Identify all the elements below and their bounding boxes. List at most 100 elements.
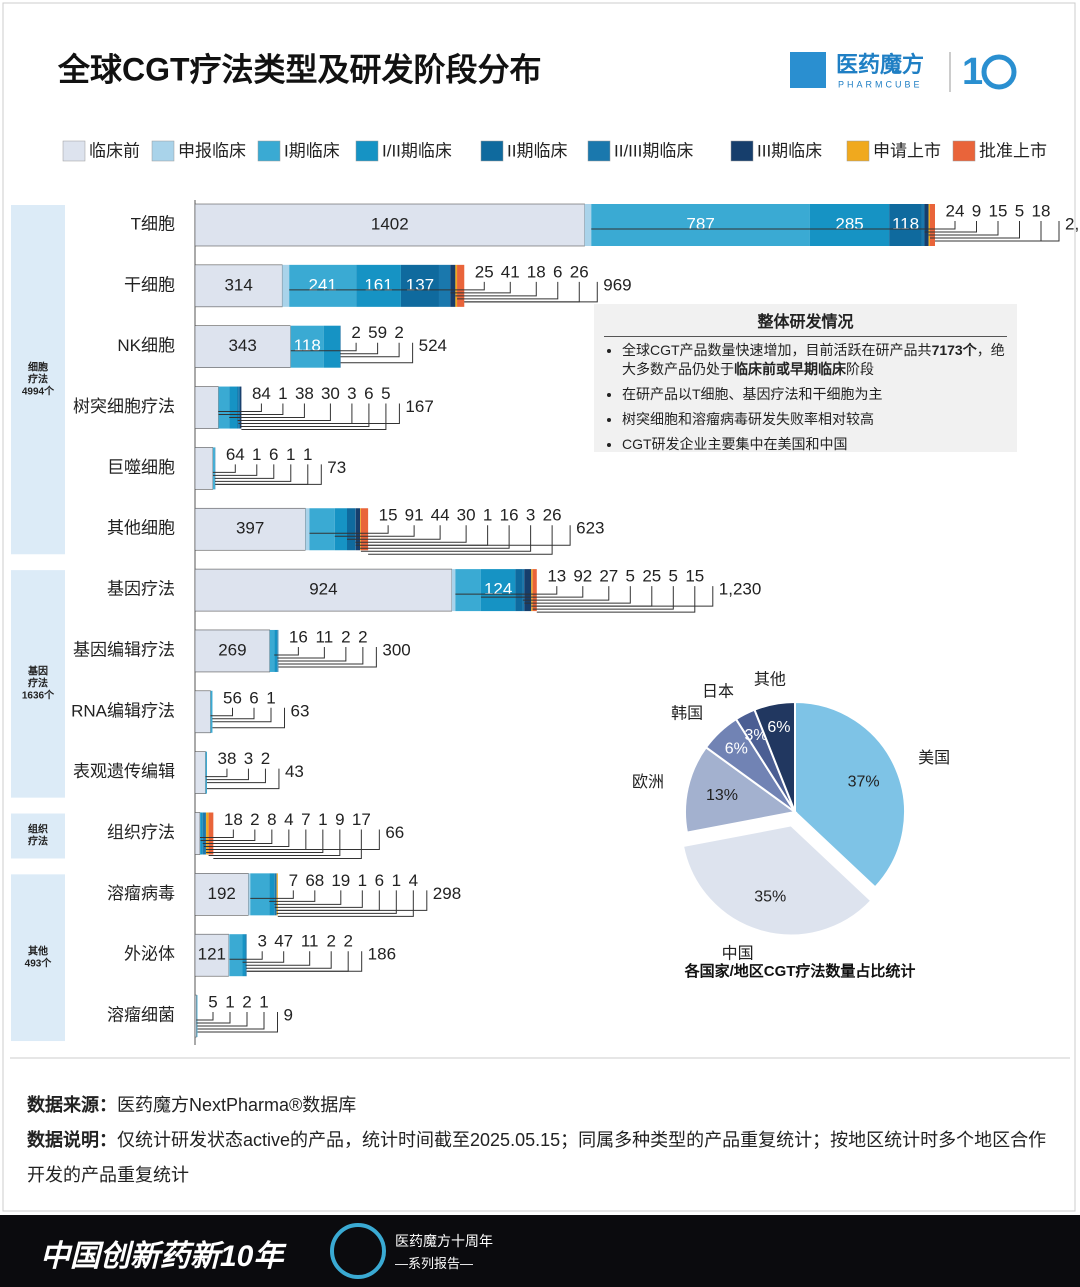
total-leader [277,890,428,911]
category-label: 溶瘤细菌 [107,1006,175,1025]
value-label: 92 [573,567,592,586]
value-label: 18 [224,810,243,829]
bullet-text: ，绝大多数产品仍处于 [622,342,1005,377]
value-label: 1 [358,871,367,890]
leader-line [340,342,379,355]
summary-box: 整体研发情况 全球CGT产品数量快速增加，目前活跃在研产品共7173个，绝大多数… [594,304,1017,452]
legend-label: I期临床 [284,141,340,160]
bar-segment [246,934,247,977]
value-label: 285 [835,214,863,233]
group-box [11,813,65,859]
group-label: 493个 [25,956,53,969]
pie-value-label: 13% [706,787,738,804]
bar-segment [360,508,361,551]
value-label: 124 [484,580,512,599]
leader-line [290,342,357,352]
category-label: 组织疗法 [107,823,175,842]
leader-line [457,281,559,300]
total-label: 969 [603,275,631,294]
category-label: 其他细胞 [107,519,175,538]
leader-line [200,829,256,841]
bar-segment [451,569,456,612]
value-label: 397 [236,519,264,538]
bullet-text: 临床前或早期临床 [734,361,846,377]
bar-segment [242,934,246,977]
value-label: 1 [252,445,261,464]
bar-segment [194,629,271,673]
bar-segment [245,934,247,977]
bar-segment [210,690,213,733]
leader-line [218,403,262,413]
group-label: 组织 [28,823,48,836]
value-label: 1 [392,871,401,890]
leader-line [924,221,977,233]
group-label: 疗法 [28,677,48,690]
leader-line [212,707,272,723]
logo-en: PHARMCUBE [838,79,923,89]
value-label: 2 [242,993,251,1012]
leader-line [229,951,263,960]
value-label: 118 [294,336,321,355]
leader-line [929,221,1020,239]
value-label: 3 [257,932,266,951]
value-label: 241 [308,275,336,294]
bar-segment [290,325,324,368]
bar-segment [269,873,275,916]
leader-line [197,1012,265,1030]
group-box [11,874,65,1042]
banner: 中国创新药新10年 医药魔方十周年 —系列报告— [0,1215,1080,1287]
bullet-list: 全球CGT产品数量快速增加，目前活跃在研产品共7173个，绝大多数产品仍处于临床… [604,341,1007,454]
value-label: 1 [303,445,312,464]
bar-segment [194,812,201,855]
bar-segment [340,325,341,368]
pie-category-label: 欧洲 [632,773,664,791]
leader-line [210,707,234,717]
bar-segment [584,204,592,246]
leader-line [250,890,294,899]
pie-title: 各国家/地区CGT疗法数量占比统计 [684,962,916,980]
value-label: 11 [316,627,334,646]
leader-line [347,525,441,540]
value-label: 2 [341,627,350,646]
total-label: 2,663 [1065,214,1080,233]
value-label: 5 [626,567,635,586]
source-line: 数据来源：医药魔方NextPharma®数据库 [27,1088,1057,1123]
value-label: 121 [198,945,226,964]
bar-segment [194,568,453,612]
value-label: 5 [381,384,390,403]
bar-segment [229,386,238,429]
category-label: 巨噬细胞 [107,458,175,477]
pie-slice [794,700,906,889]
title: 全球CGT疗法类型及研发阶段分布 [57,51,542,87]
note-label: 数据说明： [27,1130,117,1150]
bar-segment [194,325,291,369]
value-label: 68 [305,871,324,890]
category-label: 树突细胞疗法 [73,397,175,416]
group-box [11,205,65,555]
bar-segment [282,264,290,307]
value-label: 16 [500,506,519,525]
bullet-text: 7173个 [931,342,977,358]
leader-line [196,1012,231,1024]
value-label: 30 [457,506,476,525]
group-label: 细胞 [28,360,48,373]
legend-swatch [846,140,870,162]
bar-segment [480,569,516,612]
value-label: 38 [217,749,236,768]
pie-slice [684,745,798,834]
category-label: RNA编辑疗法 [71,701,175,720]
leader-line [289,281,485,291]
pie-value-label: 6% [725,741,748,758]
bar-segment [450,264,456,307]
value-label: 118 [892,214,919,233]
leader-line [245,951,311,966]
bar-segment [250,873,270,916]
total-leader [212,707,286,729]
value-label: 15 [685,567,704,586]
bar-segment [200,812,201,855]
group-box [11,570,65,798]
leader-line [480,586,584,598]
total-leader [213,829,380,850]
bar-segment [238,386,241,429]
value-label: 1 [318,810,327,829]
